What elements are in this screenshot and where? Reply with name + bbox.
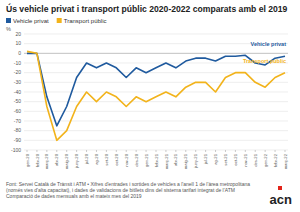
x-tick bbox=[265, 150, 266, 152]
source: Font: Servei Català de Trànsit i ATM • X… bbox=[6, 181, 256, 193]
y-tick-label: -30 bbox=[14, 79, 21, 85]
logo-dot bbox=[278, 186, 282, 190]
x-tick-label: febr-21 bbox=[154, 153, 159, 167]
x-tick-label: gen-22 bbox=[263, 153, 268, 167]
x-tick-label: ag-20 bbox=[94, 153, 99, 164]
x-tick-label: ag-21 bbox=[213, 153, 218, 164]
plot-area bbox=[27, 51, 285, 140]
y-tick-label: 10 bbox=[15, 40, 21, 46]
x-tick bbox=[225, 150, 226, 152]
x-tick bbox=[86, 150, 87, 152]
series-line bbox=[27, 53, 285, 126]
x-tick-label: nov-21 bbox=[243, 153, 248, 166]
legend-swatch bbox=[6, 18, 11, 23]
y-tick-label: -60 bbox=[14, 108, 21, 114]
series-end-label: Vehicle privat bbox=[251, 41, 287, 47]
x-tick bbox=[27, 150, 28, 152]
x-tick bbox=[106, 150, 107, 152]
x-tick bbox=[76, 150, 77, 152]
series-end-label: Transport públic bbox=[243, 58, 286, 64]
x-tick-label: gen-20 bbox=[25, 153, 30, 167]
x-tick bbox=[116, 150, 117, 152]
x-tick bbox=[146, 150, 147, 152]
x-tick bbox=[235, 150, 236, 152]
grid-line bbox=[24, 43, 288, 44]
grid-line bbox=[24, 121, 288, 122]
x-tick-label: nov-20 bbox=[124, 153, 129, 166]
series-line bbox=[27, 51, 285, 140]
y-tick-label: -10 bbox=[14, 60, 21, 66]
x-tick-label: des-21 bbox=[253, 153, 258, 166]
grid-line bbox=[24, 130, 288, 131]
x-tick bbox=[205, 150, 206, 152]
x-tick-label: juny-20 bbox=[74, 153, 79, 168]
footer: Font: Servei Català de Trànsit i ATM • X… bbox=[6, 181, 256, 199]
x-tick-label: gen-21 bbox=[144, 153, 149, 167]
x-tick bbox=[245, 150, 246, 152]
y-tick-label: -50 bbox=[14, 98, 21, 104]
y-tick-label: -40 bbox=[14, 89, 21, 95]
grid-line bbox=[24, 53, 288, 54]
x-tick bbox=[165, 150, 166, 152]
title: Ús vehicle privat i transport públic 202… bbox=[6, 3, 288, 14]
x-tick bbox=[96, 150, 97, 152]
legend-swatch bbox=[57, 18, 62, 23]
y-axis-label: % bbox=[6, 26, 11, 32]
x-tick bbox=[156, 150, 157, 152]
note: Comparació de dades mensuals amb el mate… bbox=[6, 193, 256, 199]
x-tick bbox=[215, 150, 216, 152]
x-tick-label: febr-20 bbox=[35, 153, 40, 167]
grid-line bbox=[24, 101, 288, 102]
y-tick-label: -20 bbox=[14, 69, 21, 75]
x-tick-label: maig-20 bbox=[64, 153, 69, 169]
x-tick bbox=[36, 150, 37, 152]
grid-line bbox=[24, 34, 288, 35]
x-tick-label: març-22 bbox=[283, 153, 288, 169]
x-tick-label: oct-21 bbox=[233, 153, 238, 165]
x-tick-label: abr-21 bbox=[173, 153, 178, 166]
legend-label: Transport públic bbox=[64, 18, 107, 24]
x-tick-label: juny-21 bbox=[193, 153, 198, 168]
x-tick bbox=[66, 150, 67, 152]
grid-line bbox=[24, 82, 288, 83]
x-tick bbox=[126, 150, 127, 152]
legend-label: Vehicle privat bbox=[13, 18, 49, 24]
y-tick-label: 20 bbox=[15, 31, 21, 37]
x-tick-label: set-20 bbox=[104, 153, 109, 165]
x-tick-label: jul-21 bbox=[203, 153, 208, 165]
logo: acn bbox=[270, 192, 292, 207]
y-tick-label: -90 bbox=[14, 137, 21, 143]
x-tick-label: març-21 bbox=[164, 153, 169, 169]
x-tick bbox=[195, 150, 196, 152]
grid-line bbox=[24, 140, 288, 141]
x-tick bbox=[275, 150, 276, 152]
x-tick-label: jul-20 bbox=[84, 153, 89, 165]
x-tick-label: febr-22 bbox=[273, 153, 278, 167]
x-tick bbox=[255, 150, 256, 152]
x-tick bbox=[185, 150, 186, 152]
x-tick bbox=[136, 150, 137, 152]
y-tick-label: -80 bbox=[14, 127, 21, 133]
x-tick-label: oct-20 bbox=[114, 153, 119, 165]
x-tick bbox=[175, 150, 176, 152]
y-tick-label: -100 bbox=[11, 147, 21, 153]
y-tick-label: 0 bbox=[18, 50, 21, 56]
grid-line bbox=[24, 92, 288, 93]
x-tick-label: març-20 bbox=[44, 153, 49, 169]
x-tick-label: des-20 bbox=[134, 153, 139, 166]
x-tick bbox=[285, 150, 286, 152]
x-tick bbox=[56, 150, 57, 152]
y-tick-label: -70 bbox=[14, 118, 21, 124]
x-tick-label: maig-21 bbox=[183, 153, 188, 169]
x-tick-label: set-21 bbox=[223, 153, 228, 165]
x-tick bbox=[46, 150, 47, 152]
x-tick-label: abr-20 bbox=[54, 153, 59, 166]
grid-line bbox=[24, 72, 288, 73]
